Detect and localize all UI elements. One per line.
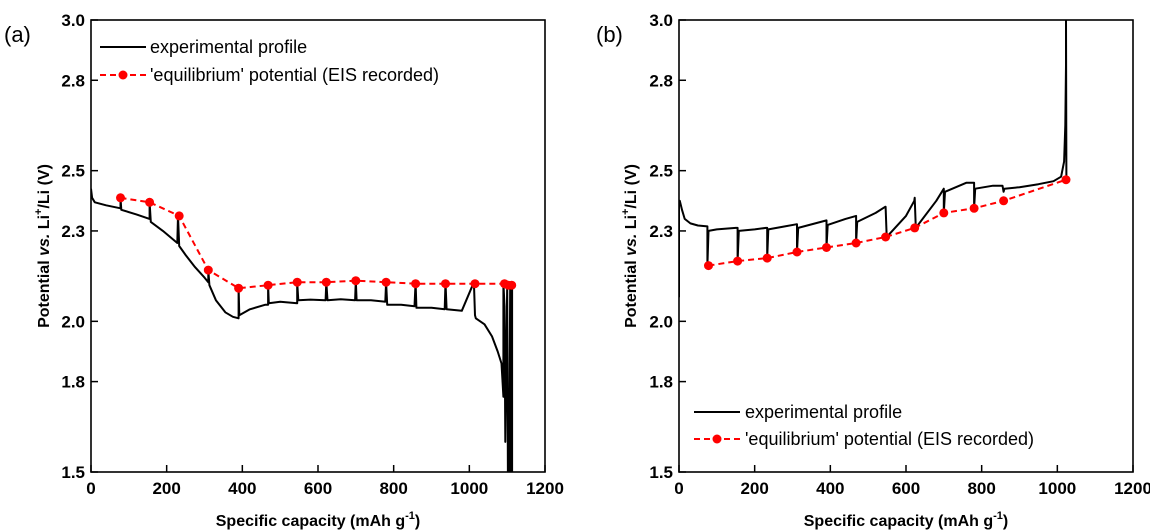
panel-a-equilibrium-point [145, 197, 155, 207]
panel-a-y-tick-label: 2.8 [61, 71, 85, 90]
panel-a-x-tick-label: 200 [152, 479, 180, 498]
panel-b-y-tick-label: 2.0 [649, 312, 673, 331]
panel-b-x-tick-label: 800 [967, 479, 995, 498]
panel-a-legend-marker-equilibrium [118, 70, 128, 80]
panel-a-y-tick-label: 2.5 [61, 162, 85, 181]
panel-a-x-tick-label: 1000 [450, 479, 488, 498]
panel-b-x-tick-label: 1000 [1038, 479, 1076, 498]
panel-b-series-equilibrium-line [708, 178, 1067, 267]
panel-a-equilibrium-point [116, 193, 125, 203]
panel-b-x-tick-label: 1200 [1114, 479, 1150, 498]
panel-a-plot-area [91, 188, 517, 472]
panel-b-y-axis-title: Potential vs. Li+/Li (V) [620, 164, 640, 328]
panel-a-frame [90, 19, 546, 473]
panel-a-y-tick-label: 2.0 [61, 312, 85, 331]
panel-a-equilibrium-point [234, 283, 244, 293]
panel-a-y-tick-label: 1.8 [61, 373, 85, 392]
panel-b-legend-label-equilibrium: 'equilibrium' potential (EIS recorded) [745, 429, 1034, 449]
panel-b-equilibrium-point [910, 223, 920, 233]
panel-b-equilibrium-point [881, 232, 891, 242]
panel-b-plot-area [679, 20, 1071, 298]
panel-a-legend: experimental profile 'equilibrium' poten… [100, 37, 439, 85]
panel-b-equilibrium-point [704, 261, 713, 271]
panel-a-equilibrium-point [470, 279, 480, 289]
panel-b-equilibrium-point [733, 256, 743, 266]
panel-a-equilibrium-point [411, 279, 421, 289]
panel-a: (a) 0 200 400 600 800 1000 1200 1.5 1.8 2.0 2.3 2.5… [4, 11, 564, 530]
panel-b-y-tick-label: 2.3 [649, 222, 673, 241]
panel-a-label: (a) [4, 22, 31, 47]
panel-a-equilibrium-point [263, 280, 273, 290]
panel-b-equilibrium-point [792, 247, 802, 257]
panel-b-legend-marker-equilibrium [712, 434, 722, 444]
panel-b-equilibrium-point [851, 238, 861, 248]
panel-b-label: (b) [596, 22, 623, 47]
panel-b-series-experimental-line [679, 20, 1068, 298]
panel-b-equilibrium-point [762, 253, 772, 263]
panel-a-equilibrium-point [507, 280, 517, 290]
panel-b-equilibrium-point [822, 243, 831, 252]
panel-a-x-tick-label: 600 [304, 479, 332, 498]
panel-b-y-tick-label: 1.5 [649, 463, 673, 482]
panel-a-y-tick-label: 3.0 [61, 11, 85, 30]
panel-a-series-equilibrium-line [120, 196, 512, 290]
panel-a-x-tick-label: 400 [228, 479, 256, 498]
panel-a-equilibrium-point [321, 277, 331, 287]
panel-b-equilibrium-point [999, 196, 1009, 206]
panel-a-x-tick-label: 1200 [526, 479, 564, 498]
panel-b-ticks: 0 200 400 600 800 1000 1200 1.5 1.8 2.0 2.3 2.5 2.8 3… [649, 11, 1150, 498]
panel-b-x-tick-label: 600 [892, 479, 920, 498]
panel-a-equilibrium-point [174, 211, 184, 221]
panel-b-equilibrium-point [1061, 175, 1071, 185]
panel-b-x-tick-label: 400 [816, 479, 844, 498]
panel-b-y-tick-label: 2.8 [649, 71, 673, 90]
panel-a-x-tick-label: 0 [86, 479, 95, 498]
panel-a-y-axis-title: Potential vs. Li+/Li (V) [33, 164, 53, 328]
panel-b-equilibrium-point [939, 208, 949, 218]
panel-a-legend-label-equilibrium: 'equilibrium' potential (EIS recorded) [150, 65, 439, 85]
panel-a-legend-label-experimental: experimental profile [150, 37, 307, 57]
panel-a-x-tick-label: 800 [379, 479, 407, 498]
panel-b: (b) 0 200 400 600 800 1000 1200 1.5 1.8 2.0 2.3 2.5… [596, 11, 1150, 530]
panel-b-y-tick-label: 2.5 [649, 162, 673, 181]
panel-a-equilibrium-point [292, 277, 302, 287]
panel-a-y-tick-label: 2.3 [61, 222, 85, 241]
panel-b-x-tick-label: 200 [740, 479, 768, 498]
panel-a-y-tick-label: 1.5 [61, 463, 85, 482]
panel-a-equilibrium-point [381, 277, 391, 287]
panel-b-equilibrium-point [969, 203, 979, 213]
panel-a-x-axis-title: Specific capacity (mAh g-1) [216, 510, 421, 530]
panel-b-legend: experimental profile 'equilibrium' poten… [694, 402, 1034, 449]
panel-a-equilibrium-point [441, 279, 450, 289]
panel-b-y-tick-label: 1.8 [649, 373, 673, 392]
panel-a-series-experimental-line [91, 188, 514, 472]
panel-a-series-group [91, 188, 517, 472]
panel-b-series-group [679, 20, 1071, 298]
panel-b-x-axis-title: Specific capacity (mAh g-1) [804, 510, 1009, 530]
panel-b-x-tick-label: 0 [674, 479, 683, 498]
panel-b-y-tick-label: 3.0 [649, 11, 673, 30]
panel-a-ticks: 0 200 400 600 800 1000 1200 1.5 1.8 2.0 2.3 2.5 2.8 3… [61, 11, 564, 498]
panel-b-legend-label-experimental: experimental profile [745, 402, 902, 422]
panel-a-equilibrium-point [351, 276, 361, 286]
panel-a-equilibrium-point [203, 265, 213, 275]
